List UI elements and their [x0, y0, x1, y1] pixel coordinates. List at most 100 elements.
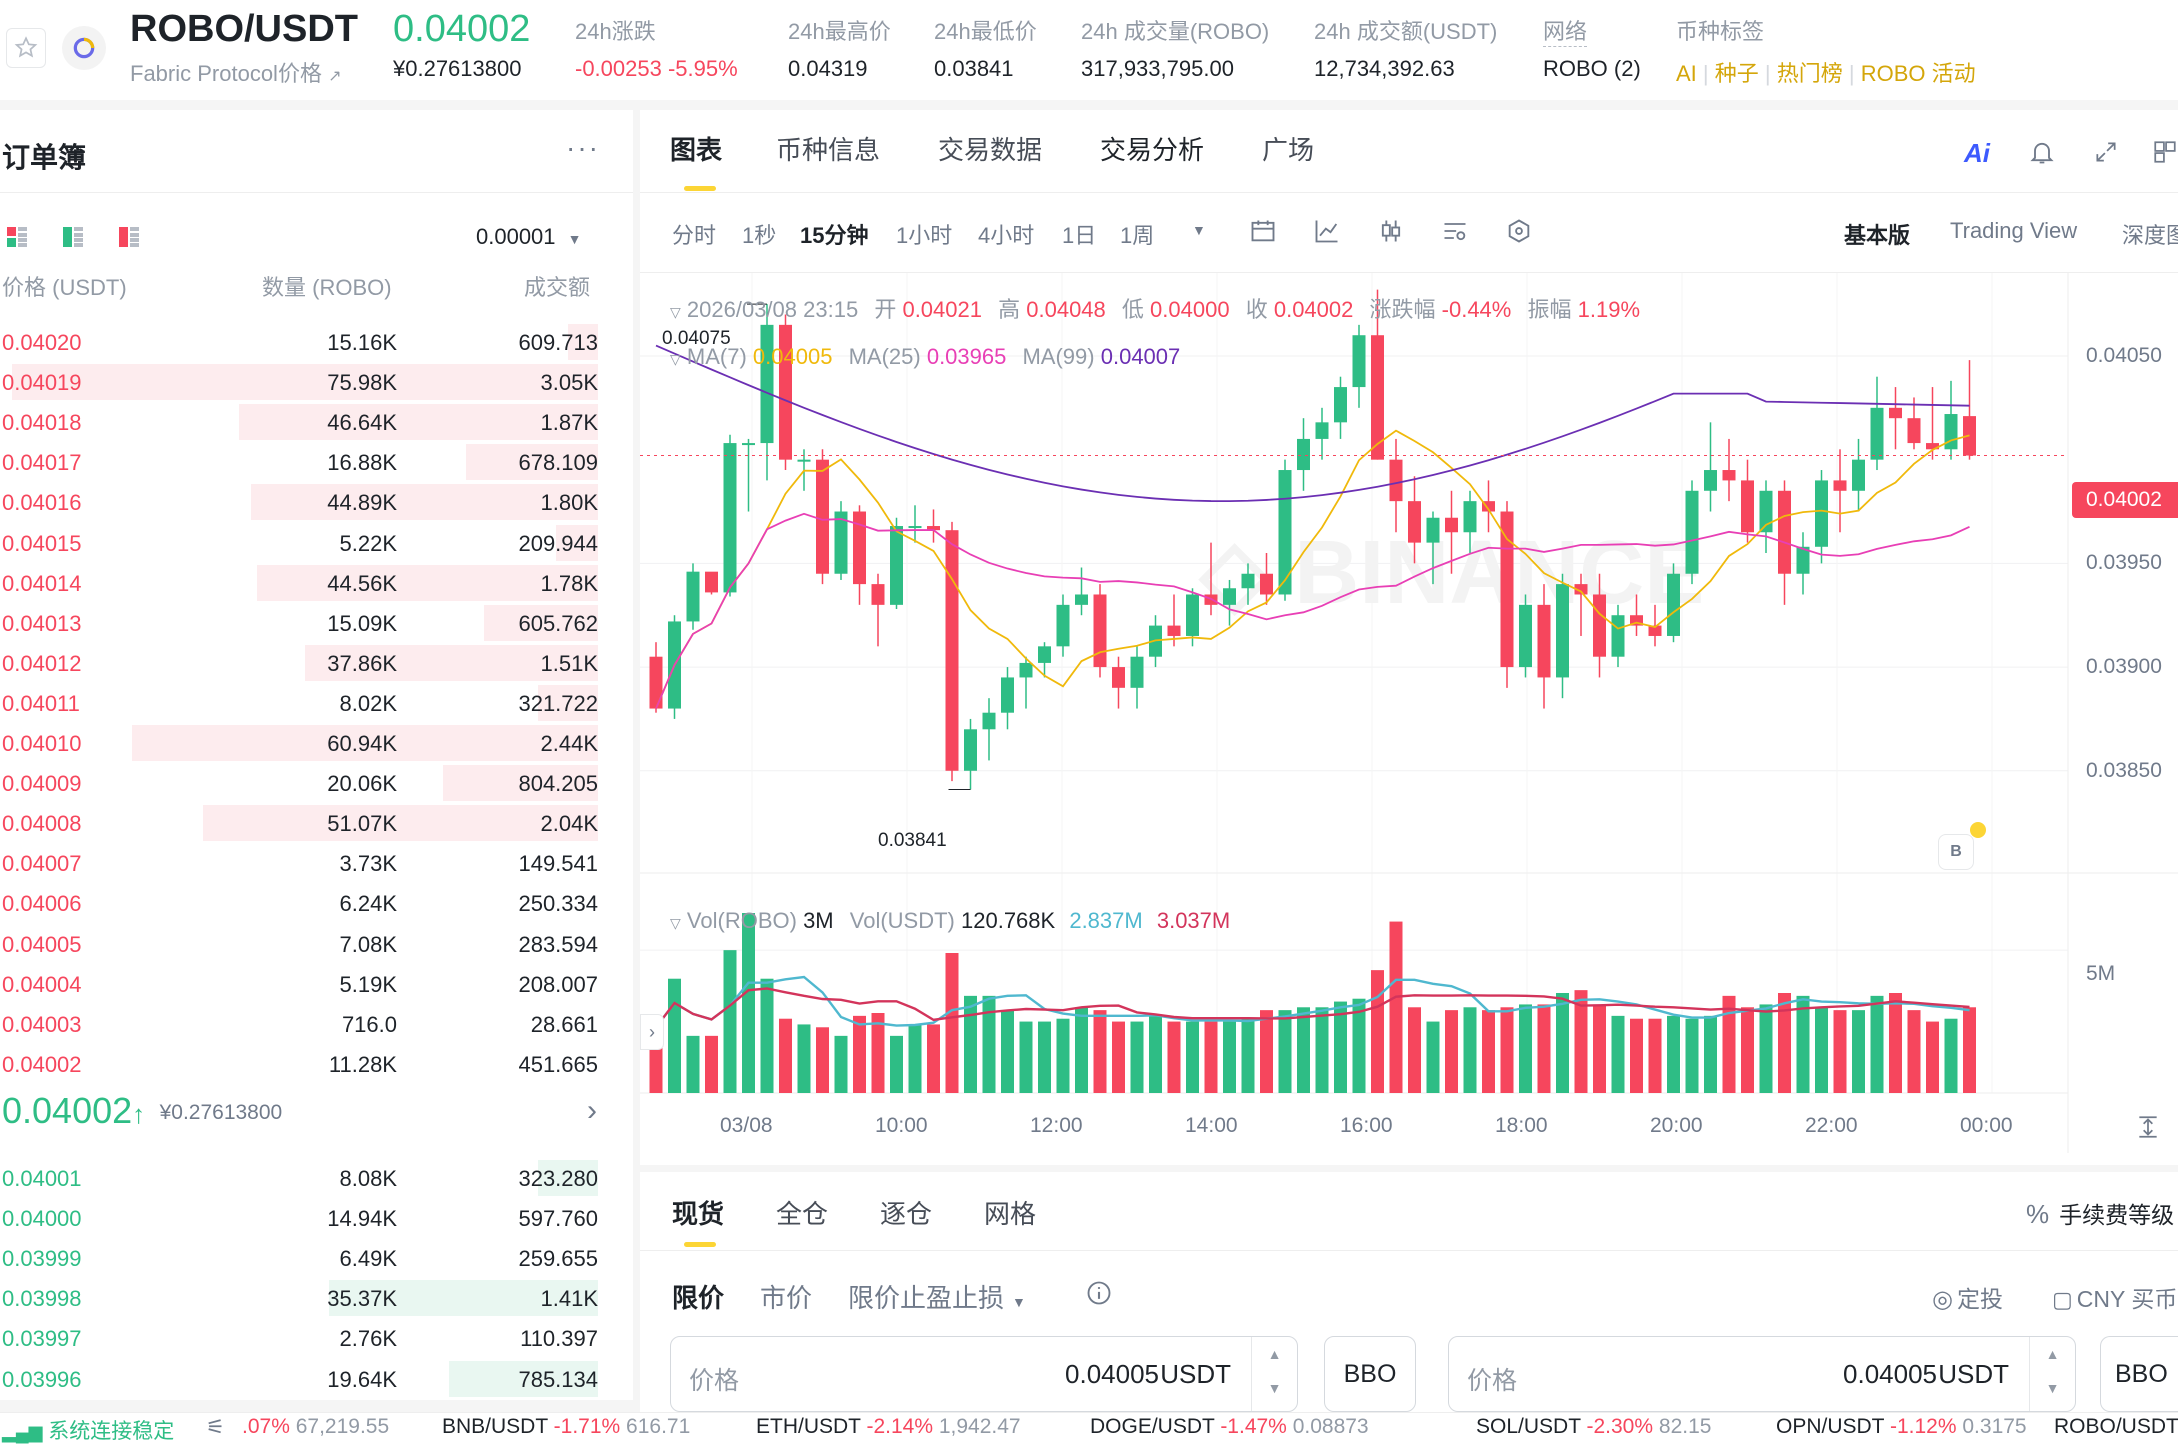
volume-bar [1371, 970, 1384, 1093]
candle-type-icon[interactable] [1374, 214, 1408, 248]
ask-row[interactable]: 0.04012 37.86K 1.51K [0, 643, 600, 683]
order-type-market[interactable]: 市价 [760, 1283, 813, 1313]
bell-icon[interactable] [2024, 134, 2060, 170]
ask-row[interactable]: 0.04011 8.02K 321.722 [0, 683, 600, 723]
ask-row[interactable]: 0.04015 5.22K 209.944 [0, 523, 600, 563]
orderbook-last-price[interactable]: 0.04002↑ ¥0.27613800 › [2, 1090, 597, 1140]
buy-price-stepper[interactable]: ▲ ▼ [1251, 1337, 1297, 1411]
timeframe-15m[interactable]: 15分钟 [800, 223, 869, 248]
bid-row[interactable]: 0.03998 35.37K 1.41K [0, 1278, 600, 1318]
timeframe-tick[interactable]: 分时 [672, 223, 717, 248]
sell-price-stepper[interactable]: ▲ ▼ [2029, 1337, 2075, 1411]
pair-subtitle[interactable]: Fabric Protocol价格 ↗ [130, 56, 341, 88]
fullscreen-icon[interactable] [2088, 134, 2124, 170]
ask-row[interactable]: 0.04003 716.0 28.661 [0, 1004, 600, 1044]
sell-bbo-button[interactable]: BBO [2100, 1336, 2178, 1412]
timeframe-1w[interactable]: 1周 [1120, 223, 1155, 248]
expand-left-arrow-icon[interactable]: › [640, 1014, 664, 1050]
ticker-item-0[interactable]: .07% 67,219.55 [242, 1415, 389, 1439]
ask-row[interactable]: 0.04017 16.88K 678.109 [0, 442, 600, 482]
ticker-item-sol[interactable]: SOL/USDT -2.30% 82.15 [1476, 1415, 1711, 1439]
sell-price-input[interactable]: 价格 0.04005 USDT ▲ ▼ [1448, 1336, 2076, 1412]
tab-coin-info[interactable]: 币种信息 [776, 135, 881, 165]
ask-row[interactable]: 0.04002 11.28K 451.665 [0, 1044, 600, 1084]
axis-scale-icon[interactable] [2128, 1110, 2168, 1144]
ask-row[interactable]: 0.04013 15.09K 605.762 [0, 603, 600, 643]
volume-bar [890, 1035, 903, 1093]
ask-row[interactable]: 0.04009 20.06K 804.205 [0, 763, 600, 803]
favorite-star-icon[interactable] [6, 28, 46, 68]
ask-row[interactable]: 0.04008 51.07K 2.04K [0, 803, 600, 843]
binance-news-badge-icon[interactable]: B [1938, 834, 1974, 870]
cny-buy-link[interactable]: ▢ CNY 买币 [2052, 1280, 2178, 1314]
view-asks-icon[interactable] [116, 224, 142, 250]
view-depth[interactable]: 深度图 [2122, 218, 2178, 250]
collapse-caret-icon[interactable]: ▽ [670, 351, 681, 367]
ask-row[interactable]: 0.04016 44.89K 1.80K [0, 482, 600, 522]
tab-trade-analysis[interactable]: 交易分析 [1100, 135, 1205, 165]
more-options-icon[interactable]: ··· [566, 132, 600, 163]
trade-tab-cross[interactable]: 全仓 [776, 1199, 829, 1229]
tab-trade-data[interactable]: 交易数据 [938, 135, 1043, 165]
precision-select[interactable]: 0.00001 ▼ [476, 224, 582, 250]
timeframe-1s[interactable]: 1秒 [742, 223, 777, 248]
trade-tab-grid[interactable]: 网格 [984, 1199, 1037, 1229]
tab-square[interactable]: 广场 [1262, 135, 1315, 165]
ask-row[interactable]: 0.04006 6.24K 250.334 [0, 883, 600, 923]
ask-row[interactable]: 0.04020 15.16K 609.713 [0, 322, 600, 362]
view-both-icon[interactable] [4, 224, 30, 250]
order-type-limit[interactable]: 限价 [672, 1283, 725, 1313]
ticker-item-eth[interactable]: ETH/USDT -2.14% 1,942.47 [756, 1415, 1021, 1439]
view-tradingview[interactable]: Trading View [1950, 218, 2078, 243]
volume-bar [1352, 998, 1366, 1093]
bid-row[interactable]: 0.04001 8.08K 323.280 [0, 1158, 600, 1198]
collapse-caret-icon[interactable]: ▽ [670, 304, 681, 320]
ask-row[interactable]: 0.04004 5.19K 208.007 [0, 964, 600, 1004]
trade-tab-spot[interactable]: 现货 [672, 1199, 725, 1229]
indicator-icon[interactable] [1310, 214, 1344, 248]
tag-hot-list[interactable]: 热门榜 [1776, 61, 1843, 86]
ticker-item-robo[interactable]: ROBO/USDT [2054, 1415, 2178, 1439]
ticker-filter-icon[interactable]: ⚟ [206, 1416, 225, 1439]
collapse-caret-icon[interactable]: ▽ [670, 915, 681, 931]
timeframe-more-caret-icon[interactable]: ▼ [1192, 222, 1206, 238]
layout-icon[interactable] [2152, 134, 2178, 170]
buy-bbo-button[interactable]: BBO [1324, 1336, 1416, 1412]
timeframe-4h[interactable]: 4小时 [978, 223, 1035, 248]
timeframe-1d[interactable]: 1日 [1062, 223, 1097, 248]
ask-row[interactable]: 0.04010 60.94K 2.44K [0, 723, 600, 763]
view-bids-icon[interactable] [60, 224, 86, 250]
tag-ai[interactable]: AI [1676, 61, 1697, 86]
candle-body [908, 526, 922, 529]
view-basic[interactable]: 基本版 [1844, 223, 1911, 248]
timeframe-1h[interactable]: 1小时 [896, 223, 953, 248]
trade-tab-isolated[interactable]: 逐仓 [880, 1199, 933, 1229]
hexagon-tool-icon[interactable] [1502, 214, 1536, 248]
bid-row[interactable]: 0.03996 19.64K 785.134 [0, 1359, 600, 1399]
buy-price-input[interactable]: 价格 0.04005 USDT ▲ ▼ [670, 1336, 1298, 1412]
bid-row[interactable]: 0.04000 14.94K 597.760 [0, 1198, 600, 1238]
ask-row[interactable]: 0.04018 46.64K 1.87K [0, 402, 600, 442]
bid-row[interactable]: 0.03997 2.76K 110.397 [0, 1318, 600, 1358]
dingtou-link[interactable]: ◎ 定投 [1932, 1280, 2003, 1314]
ask-row[interactable]: 0.04005 7.08K 283.594 [0, 924, 600, 964]
ticker-item-opn[interactable]: OPN/USDT -1.12% 0.3175 [1776, 1415, 2027, 1439]
ask-row[interactable]: 0.04019 75.98K 3.05K [0, 362, 600, 402]
bid-row[interactable]: 0.03999 6.49K 259.655 [0, 1238, 600, 1278]
ask-row[interactable]: 0.04014 44.56K 1.78K [0, 563, 600, 603]
ticker-item-doge[interactable]: DOGE/USDT -1.47% 0.08873 [1090, 1415, 1369, 1439]
tag-seed[interactable]: 种子 [1714, 61, 1759, 86]
stat-value-network[interactable]: ROBO (2) [1543, 56, 1641, 81]
order-type-stop-limit[interactable]: 限价止盈止损 ▼ [848, 1278, 1026, 1315]
tag-robo-event[interactable]: ROBO 活动 [1860, 61, 1976, 86]
tab-chart[interactable]: 图表 [670, 135, 723, 165]
ticker-item-bnb[interactable]: BNB/USDT -1.71% 616.71 [442, 1415, 690, 1439]
calendar-icon[interactable] [1246, 214, 1280, 248]
info-icon[interactable] [1084, 1278, 1114, 1308]
candlestick-chart[interactable]: ◇ BINANCE [640, 273, 2178, 1153]
ask-row[interactable]: 0.04007 3.73K 149.541 [0, 843, 600, 883]
chart-settings-icon[interactable] [1438, 214, 1472, 248]
ai-icon[interactable]: Ai [1964, 138, 1990, 168]
pair-name[interactable]: ROBO/USDT [130, 8, 358, 50]
fee-level[interactable]: % 手续费等级 [2026, 1196, 2174, 1230]
